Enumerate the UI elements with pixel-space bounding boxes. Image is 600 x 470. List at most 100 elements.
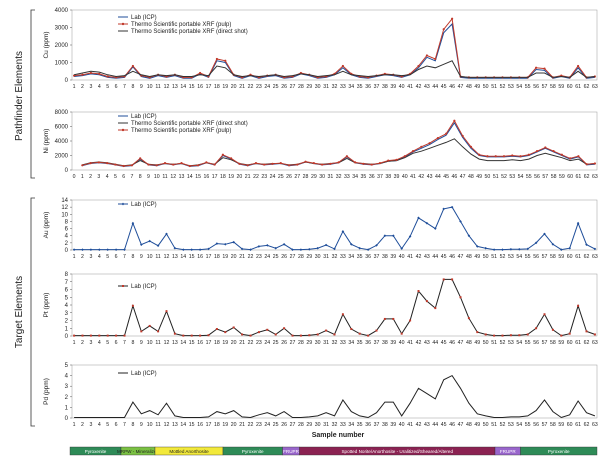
x-tick-label: 16 xyxy=(197,422,203,428)
x-tick-label: 8 xyxy=(131,254,134,260)
data-point xyxy=(266,328,269,331)
legend: Lab (ICP) xyxy=(118,202,157,208)
data-point xyxy=(254,162,258,165)
x-tick-label: 29 xyxy=(306,254,312,260)
data-point xyxy=(467,317,470,320)
data-point xyxy=(287,164,291,167)
x-tick-label: 50 xyxy=(483,254,489,260)
x-tick-label: 17 xyxy=(206,340,212,346)
x-tick-label: 7 xyxy=(123,84,126,90)
data-point xyxy=(81,73,84,76)
x-tick-label: 10 xyxy=(147,84,153,90)
data-point xyxy=(337,161,340,164)
x-tick-label: 18 xyxy=(214,422,220,428)
x-tick-label: 21 xyxy=(239,84,245,90)
y-tick-label: 1 xyxy=(65,405,69,411)
data-point xyxy=(434,307,437,310)
data-point xyxy=(434,227,437,230)
x-tick-label: 54 xyxy=(516,422,522,428)
data-point xyxy=(593,162,597,165)
data-point xyxy=(526,333,529,336)
data-point xyxy=(196,164,200,167)
x-tick-label: 24 xyxy=(264,340,270,346)
y-tick-label: 10 xyxy=(61,212,68,218)
x-tick-label: 45 xyxy=(441,84,447,90)
data-point xyxy=(308,247,311,251)
x-tick-label: 41 xyxy=(407,254,413,260)
data-point xyxy=(509,334,512,337)
data-point xyxy=(467,234,471,238)
x-tick-label: 20 xyxy=(231,422,237,428)
data-point xyxy=(518,334,521,337)
data-point xyxy=(551,242,555,246)
data-point xyxy=(375,244,378,247)
x-tick-label: 31 xyxy=(323,340,329,346)
x-tick-label: 44 xyxy=(432,422,438,428)
geology-segment-label: FRUPR xyxy=(500,449,517,454)
x-tick-label: 55 xyxy=(525,84,531,90)
legend-marker xyxy=(121,202,125,206)
data-point xyxy=(383,317,386,320)
x-tick-label: 56 xyxy=(534,174,540,180)
legend-label: Thermo Scientific portable XRF (pulp) xyxy=(131,22,231,28)
data-point xyxy=(534,241,538,245)
x-tick-label: 42 xyxy=(416,422,422,428)
y-axis-label: Pt (ppm) xyxy=(43,293,50,318)
x-tick-label: 50 xyxy=(483,84,489,90)
x-tick-label: 43 xyxy=(427,174,433,180)
x-tick-label: 40 xyxy=(399,340,405,346)
data-point xyxy=(425,300,428,303)
y-tick-label: 4 xyxy=(65,303,69,309)
x-tick-label: 42 xyxy=(416,254,422,260)
x-tick-label: 43 xyxy=(424,340,430,346)
x-tick-label: 42 xyxy=(416,84,422,90)
x-tick-label: 55 xyxy=(526,174,532,180)
x-tick-label: 27 xyxy=(290,254,296,260)
x-axis-title: Sample number xyxy=(312,432,365,439)
x-tick-label: 11 xyxy=(155,84,160,90)
x-tick-label: 61 xyxy=(575,84,581,90)
data-point xyxy=(89,334,92,337)
data-point xyxy=(238,162,241,165)
x-tick-label: 34 xyxy=(348,340,354,346)
data-point xyxy=(518,247,521,251)
y-axis-label: Ni (ppm) xyxy=(43,129,50,154)
data-point xyxy=(400,247,403,250)
data-point xyxy=(341,64,344,68)
data-point xyxy=(425,221,429,225)
x-tick-label: 58 xyxy=(550,84,556,90)
data-point xyxy=(411,150,415,153)
x-tick-label: 6 xyxy=(115,254,118,260)
data-point xyxy=(408,235,412,238)
x-tick-label: 11 xyxy=(155,254,160,260)
data-point xyxy=(199,334,202,337)
data-point xyxy=(350,242,353,246)
data-point xyxy=(370,163,373,166)
data-point xyxy=(190,248,193,251)
x-tick-label: 32 xyxy=(332,340,338,346)
data-point xyxy=(131,64,134,68)
x-tick-label: 33 xyxy=(340,422,346,428)
x-tick-label: 32 xyxy=(332,422,338,428)
data-point xyxy=(461,134,464,138)
data-point xyxy=(173,332,176,335)
data-point xyxy=(98,248,101,251)
data-point xyxy=(240,247,244,251)
x-tick-label: 4 xyxy=(106,174,109,180)
y-tick-label: 2 xyxy=(65,395,69,401)
data-point xyxy=(122,164,125,168)
data-point xyxy=(190,334,193,337)
data-point xyxy=(97,161,100,164)
data-point xyxy=(98,334,101,337)
x-tick-label: 1 xyxy=(81,174,84,180)
x-tick-label: 35 xyxy=(361,174,367,180)
data-point xyxy=(484,246,487,250)
data-point xyxy=(442,278,445,281)
y-tick-label: 2000 xyxy=(55,154,69,160)
x-tick-label: 56 xyxy=(533,84,539,90)
x-tick-label: 41 xyxy=(407,340,413,346)
data-point xyxy=(333,247,336,251)
data-point xyxy=(316,333,319,336)
x-tick-label: 15 xyxy=(189,84,195,90)
